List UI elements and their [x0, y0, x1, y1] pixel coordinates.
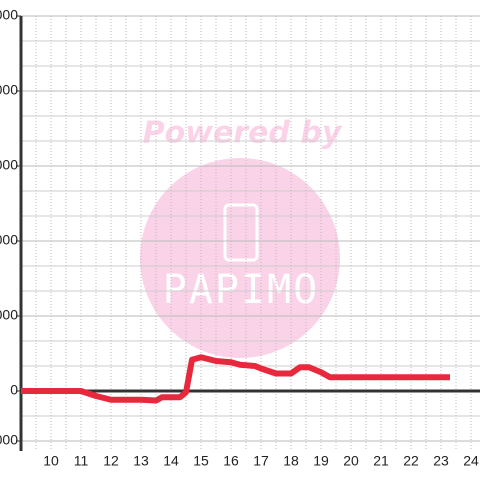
x-tick-label: 21: [373, 453, 389, 469]
x-tick-label: 13: [133, 453, 149, 469]
watermark-phone: [223, 203, 259, 262]
x-tick-label: 11: [74, 453, 89, 469]
x-tick-label: 19: [313, 453, 329, 469]
x-tick-label: 22: [403, 453, 419, 469]
y-tick-label: 60,000: [0, 232, 18, 248]
x-tick-label: 10: [43, 453, 59, 469]
y-tick-label: 0: [10, 382, 18, 398]
x-tick-label: 23: [433, 453, 449, 469]
x-tick-label: 12: [103, 453, 119, 469]
y-tick-label: -20,000: [0, 432, 18, 448]
y-tick-label: 30,000: [0, 307, 18, 323]
x-tick-label: 15: [193, 453, 209, 469]
x-tick-label: 18: [283, 453, 299, 469]
watermark-circle: [140, 158, 340, 358]
data-line: [21, 354, 450, 404]
x-tick-label: 16: [223, 453, 239, 469]
x-tick-label: 14: [163, 453, 179, 469]
y-tick-label: 90,000: [0, 157, 18, 173]
watermark-top: Powered by: [143, 116, 343, 151]
y-tick-label: 120,000: [0, 82, 18, 98]
x-tick-label: 17: [253, 453, 269, 469]
x-tick-label: 24: [463, 453, 479, 469]
y-tick-label: 150,000: [0, 7, 18, 23]
x-tick-label: 20: [343, 453, 359, 469]
